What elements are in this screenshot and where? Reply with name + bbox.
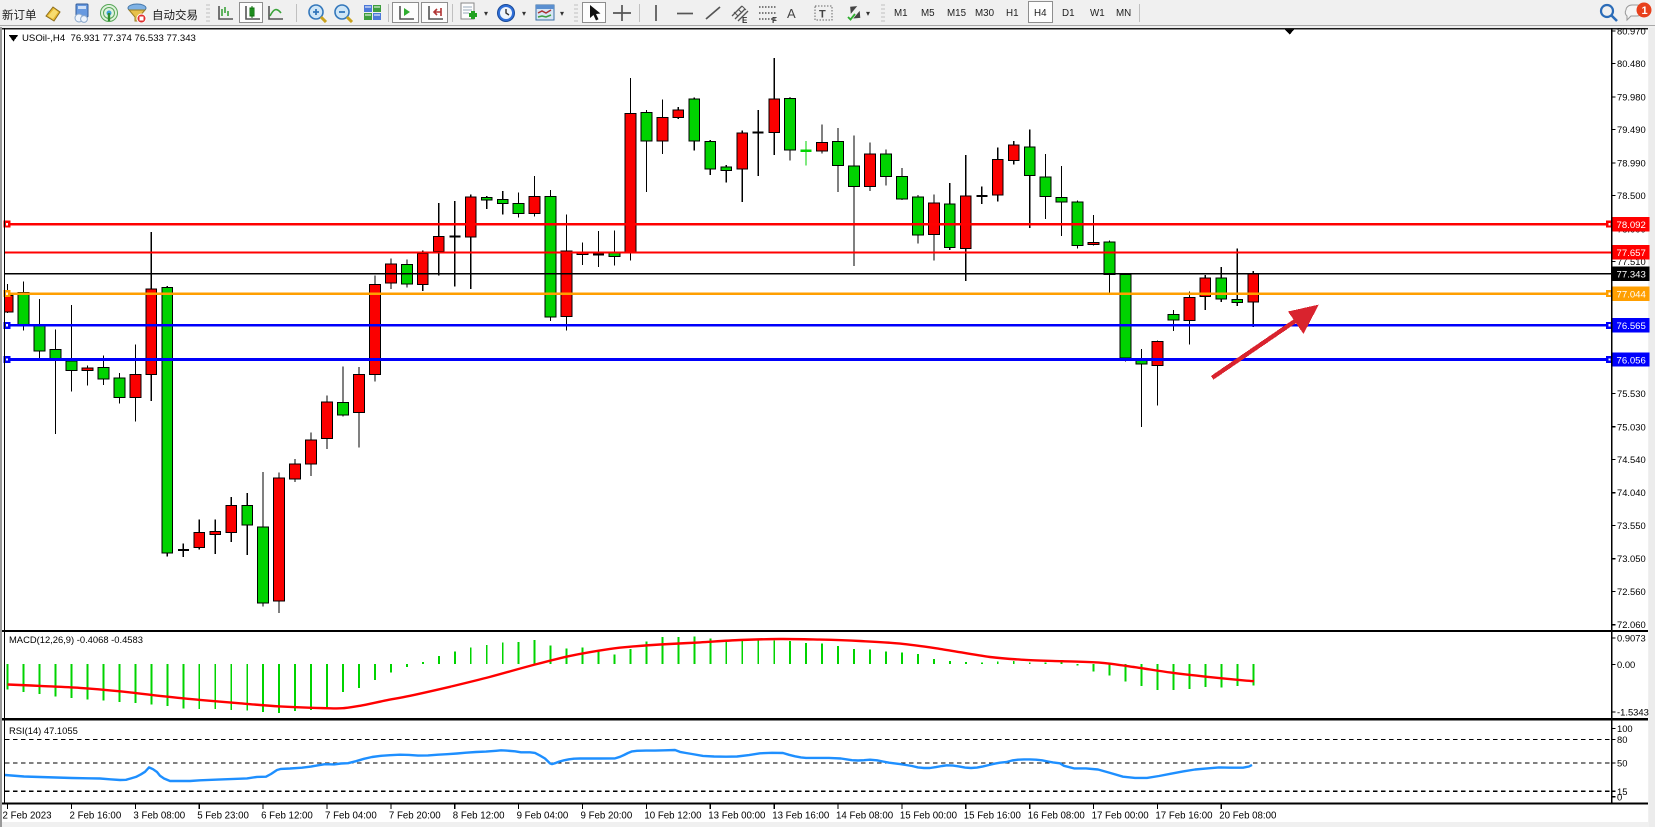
svg-text:0.9073: 0.9073 xyxy=(1617,633,1646,644)
svg-text:E: E xyxy=(742,16,748,24)
svg-text:15 Feb 16:00: 15 Feb 16:00 xyxy=(964,811,1022,822)
svg-text:77.044: 77.044 xyxy=(1617,289,1647,300)
svg-text:79.980: 79.980 xyxy=(1617,92,1646,103)
svg-text:74.540: 74.540 xyxy=(1617,454,1646,465)
svg-text:79.490: 79.490 xyxy=(1617,124,1646,135)
svg-text:78.500: 78.500 xyxy=(1617,190,1646,201)
svg-text:14 Feb 08:00: 14 Feb 08:00 xyxy=(836,811,894,822)
svg-text:17 Feb 00:00: 17 Feb 00:00 xyxy=(1092,811,1150,822)
svg-text:5 Feb 23:00: 5 Feb 23:00 xyxy=(197,811,249,822)
svg-text:0.00: 0.00 xyxy=(1617,659,1635,670)
svg-text:15 Feb 00:00: 15 Feb 00:00 xyxy=(900,811,958,822)
svg-text:100: 100 xyxy=(1617,723,1633,734)
svg-text:72.560: 72.560 xyxy=(1617,586,1646,597)
svg-text:9 Feb 20:00: 9 Feb 20:00 xyxy=(581,811,633,822)
svg-text:77.657: 77.657 xyxy=(1617,248,1646,259)
svg-text:77.343: 77.343 xyxy=(1617,270,1646,281)
svg-text:T: T xyxy=(819,9,826,21)
svg-text:50: 50 xyxy=(1617,758,1627,769)
svg-text:9 Feb 04:00: 9 Feb 04:00 xyxy=(517,811,569,822)
svg-text:7 Feb 04:00: 7 Feb 04:00 xyxy=(325,811,377,822)
svg-text:76.056: 76.056 xyxy=(1617,355,1646,366)
svg-text:20 Feb 08:00: 20 Feb 08:00 xyxy=(1219,811,1277,822)
svg-text:80: 80 xyxy=(1617,734,1627,745)
svg-text:7 Feb 20:00: 7 Feb 20:00 xyxy=(389,811,441,822)
svg-text:16 Feb 08:00: 16 Feb 08:00 xyxy=(1028,811,1086,822)
svg-text:-1.5343: -1.5343 xyxy=(1617,707,1649,718)
svg-text:2 Feb 2023: 2 Feb 2023 xyxy=(3,811,52,822)
svg-text:8 Feb 12:00: 8 Feb 12:00 xyxy=(453,811,505,822)
svg-text:RSI(14) 47.1055: RSI(14) 47.1055 xyxy=(9,725,78,736)
svg-text:74.040: 74.040 xyxy=(1617,487,1646,498)
svg-text:76.565: 76.565 xyxy=(1617,321,1646,332)
svg-text:73.550: 73.550 xyxy=(1617,520,1646,531)
svg-text:78.990: 78.990 xyxy=(1617,157,1646,168)
svg-text:1: 1 xyxy=(1642,5,1648,17)
svg-text:10 Feb 12:00: 10 Feb 12:00 xyxy=(644,811,702,822)
svg-text:77.510: 77.510 xyxy=(1617,256,1646,267)
svg-text:13 Feb 00:00: 13 Feb 00:00 xyxy=(708,811,766,822)
svg-text:3 Feb 08:00: 3 Feb 08:00 xyxy=(133,811,185,822)
svg-text:75.030: 75.030 xyxy=(1617,421,1646,432)
svg-text:F: F xyxy=(772,16,777,24)
svg-text:2 Feb 16:00: 2 Feb 16:00 xyxy=(70,811,122,822)
svg-text:75.530: 75.530 xyxy=(1617,388,1646,399)
svg-text:6 Feb 12:00: 6 Feb 12:00 xyxy=(261,811,313,822)
svg-text:80.480: 80.480 xyxy=(1617,58,1646,69)
svg-text:72.060: 72.060 xyxy=(1617,619,1646,630)
svg-text:13 Feb 16:00: 13 Feb 16:00 xyxy=(772,811,830,822)
svg-text:USOil-,H4 76.931 77.374 76.53: USOil-,H4 76.931 77.374 76.533 77.343 xyxy=(22,33,196,44)
svg-text:73.050: 73.050 xyxy=(1617,553,1646,564)
svg-text:MACD(12,26,9) -0.4068 -0.4583: MACD(12,26,9) -0.4068 -0.4583 xyxy=(9,634,143,645)
svg-text:0: 0 xyxy=(1617,791,1622,802)
svg-text:80.970: 80.970 xyxy=(1617,26,1646,37)
svg-text:15: 15 xyxy=(1617,786,1627,797)
svg-text:78.092: 78.092 xyxy=(1617,220,1646,231)
svg-text:17 Feb 16:00: 17 Feb 16:00 xyxy=(1155,811,1213,822)
